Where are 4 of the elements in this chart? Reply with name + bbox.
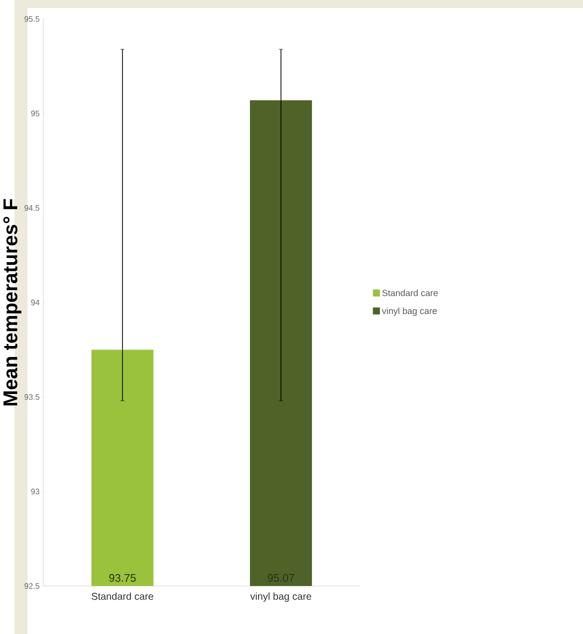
legend-label: Standard care [382,290,438,296]
data-label: 93.75 [109,574,136,582]
legend-label: vinyl bag care [382,307,437,316]
y-axis-title: Mean temperatures° F [3,199,22,406]
